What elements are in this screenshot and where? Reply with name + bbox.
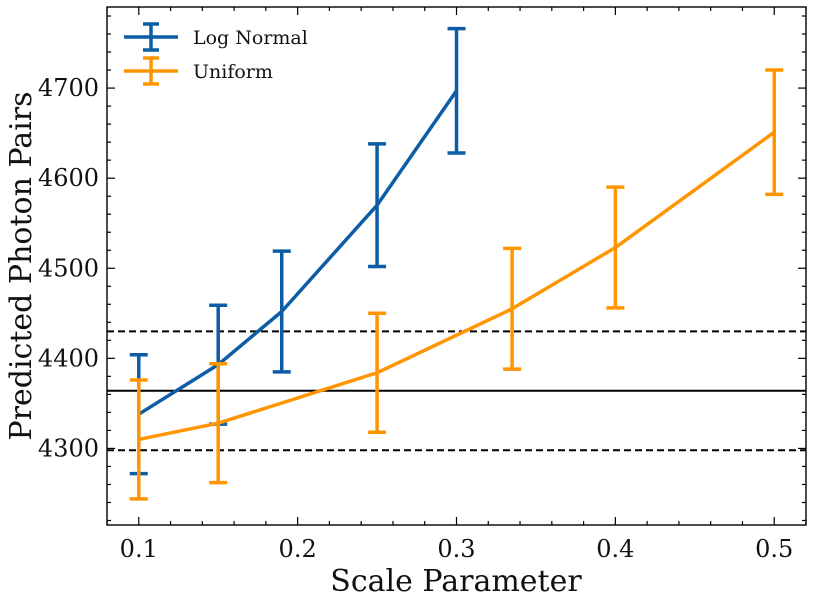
x-tick-label: 0.4 bbox=[596, 535, 634, 563]
error-bar-uniform bbox=[606, 185, 625, 310]
y-tick-label: 4700 bbox=[38, 74, 99, 102]
y-tick-label: 4400 bbox=[38, 344, 99, 372]
error-bar-log-normal bbox=[272, 249, 291, 374]
error-bar-log-normal bbox=[447, 26, 466, 155]
series-line-uniform bbox=[138, 130, 776, 442]
y-axis-title: Predicted Photon Pairs bbox=[4, 91, 39, 440]
legend-entry: Log Normal bbox=[124, 22, 308, 52]
reference-lines bbox=[107, 330, 806, 452]
error-bar-uniform bbox=[209, 361, 228, 485]
y-tick-label: 4600 bbox=[38, 164, 99, 192]
error-bar-log-normal bbox=[368, 142, 387, 269]
x-tick-label: 0.5 bbox=[755, 535, 793, 563]
x-tick-label: 0.2 bbox=[279, 535, 317, 563]
legend: Log Normal Uniform bbox=[124, 22, 308, 86]
legend-entry: Uniform bbox=[124, 56, 273, 86]
x-tick-label: 0.3 bbox=[437, 535, 475, 563]
error-bar-uniform bbox=[129, 378, 148, 501]
axis-tick-labels: 0.1 0.2 0.3 0.4 0.5 4300 4400 4500 4600 4700 bbox=[38, 74, 793, 563]
y-tick-label: 4500 bbox=[38, 254, 99, 282]
series-layer bbox=[129, 26, 784, 501]
x-tick-label: 0.1 bbox=[120, 535, 158, 563]
series-line-log-normal bbox=[137, 89, 458, 416]
error-bar-uniform bbox=[368, 311, 387, 434]
legend-label: Uniform bbox=[193, 61, 273, 83]
legend-label: Log Normal bbox=[193, 27, 308, 49]
error-bar-uniform bbox=[765, 68, 784, 197]
x-axis-title: Scale Parameter bbox=[330, 564, 582, 599]
axis-ticks bbox=[106, 7, 807, 525]
y-tick-label: 4300 bbox=[38, 434, 99, 462]
error-bar-uniform bbox=[503, 246, 522, 371]
